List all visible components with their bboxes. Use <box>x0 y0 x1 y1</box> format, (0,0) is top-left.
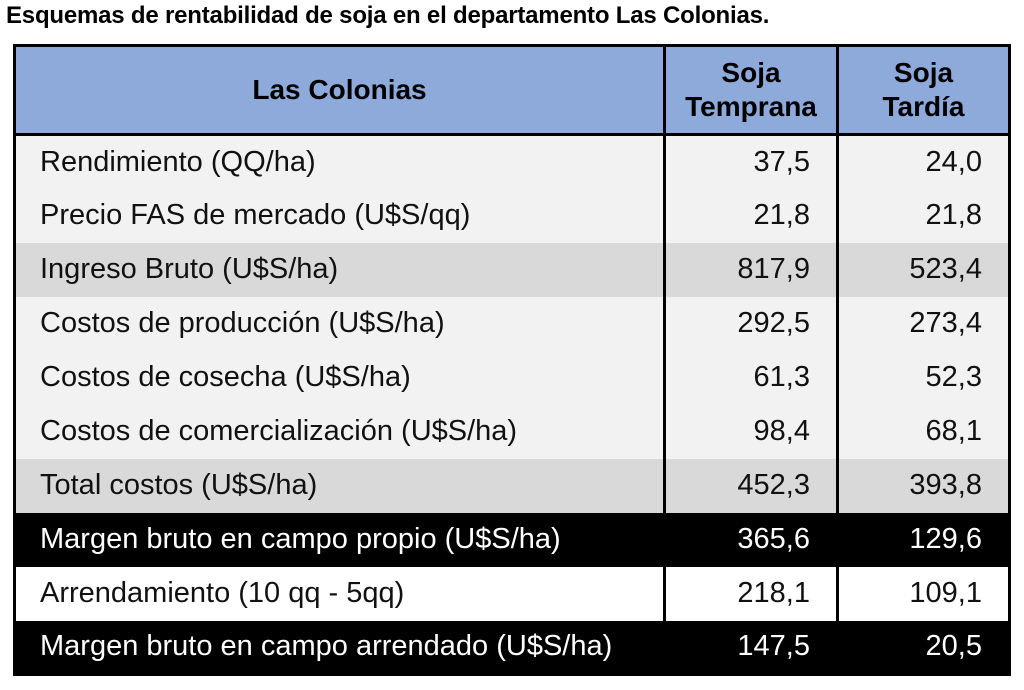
header-soja-tardia: Soja Tardía <box>836 44 1011 136</box>
header-soja-tardia-line2: Tardía <box>882 91 965 122</box>
row-label: Costos de comercialización (U$S/ha) <box>13 404 666 459</box>
row-label: Precio FAS de mercado (U$S/qq) <box>13 188 666 243</box>
cell-soja-tardia: 20,5 <box>836 620 1011 676</box>
header-soja-temprana-line2: Temprana <box>685 91 817 122</box>
header-soja-temprana: Soja Temprana <box>663 44 839 136</box>
cell-soja-temprana: 37,5 <box>663 134 839 189</box>
cell-soja-tardia: 109,1 <box>836 566 1011 621</box>
table-row: Margen bruto en campo arrendado (U$S/ha)… <box>13 620 1011 676</box>
cell-soja-tardia: 21,8 <box>836 188 1011 243</box>
header-soja-temprana-line1: Soja <box>721 57 781 88</box>
cell-soja-temprana: 817,9 <box>663 242 839 297</box>
profitability-table: Las Colonias Soja Temprana Soja Tardía R… <box>13 44 1011 676</box>
row-label: Costos de producción (U$S/ha) <box>13 296 666 351</box>
cell-soja-tardia: 523,4 <box>836 242 1011 297</box>
cell-soja-tardia: 273,4 <box>836 296 1011 351</box>
table-row: Costos de producción (U$S/ha) 292,5 273,… <box>13 296 1011 351</box>
table-row: Rendimiento (QQ/ha) 37,5 24,0 <box>13 134 1011 189</box>
row-label: Total costos (U$S/ha) <box>13 458 666 513</box>
cell-soja-temprana: 61,3 <box>663 350 839 405</box>
table-row: Costos de cosecha (U$S/ha) 61,3 52,3 <box>13 350 1011 405</box>
header-row: Las Colonias Soja Temprana Soja Tardía <box>13 44 1011 136</box>
cell-soja-temprana: 21,8 <box>663 188 839 243</box>
cell-soja-temprana: 365,6 <box>663 512 839 567</box>
row-label: Rendimiento (QQ/ha) <box>13 134 666 189</box>
cell-soja-tardia: 129,6 <box>836 512 1011 567</box>
cell-soja-temprana: 147,5 <box>663 620 839 676</box>
cell-soja-tardia: 68,1 <box>836 404 1011 459</box>
row-label: Ingreso Bruto (U$S/ha) <box>13 242 666 297</box>
header-las-colonias: Las Colonias <box>13 44 666 136</box>
header-soja-tardia-line1: Soja <box>893 57 954 88</box>
cell-soja-tardia: 24,0 <box>836 134 1011 189</box>
cell-soja-temprana: 218,1 <box>663 566 839 621</box>
cell-soja-temprana: 452,3 <box>663 458 839 513</box>
row-label: Arrendamiento (10 qq - 5qq) <box>13 566 666 621</box>
page-title: Esquemas de rentabilidad de soja en el d… <box>6 2 770 29</box>
table-row: Arrendamiento (10 qq - 5qq) 218,1 109,1 <box>13 566 1011 621</box>
cell-soja-tardia: 52,3 <box>836 350 1011 405</box>
table-body: Rendimiento (QQ/ha) 37,5 24,0 Precio FAS… <box>13 134 1011 676</box>
cell-soja-temprana: 292,5 <box>663 296 839 351</box>
row-label: Costos de cosecha (U$S/ha) <box>13 350 666 405</box>
table-row: Margen bruto en campo propio (U$S/ha) 36… <box>13 512 1011 567</box>
cell-soja-tardia: 393,8 <box>836 458 1011 513</box>
table-row: Total costos (U$S/ha) 452,3 393,8 <box>13 458 1011 513</box>
table-row: Costos de comercialización (U$S/ha) 98,4… <box>13 404 1011 459</box>
row-label: Margen bruto en campo propio (U$S/ha) <box>13 512 666 567</box>
table-row: Precio FAS de mercado (U$S/qq) 21,8 21,8 <box>13 188 1011 243</box>
table-row: Ingreso Bruto (U$S/ha) 817,9 523,4 <box>13 242 1011 297</box>
cell-soja-temprana: 98,4 <box>663 404 839 459</box>
row-label: Margen bruto en campo arrendado (U$S/ha) <box>13 620 666 676</box>
